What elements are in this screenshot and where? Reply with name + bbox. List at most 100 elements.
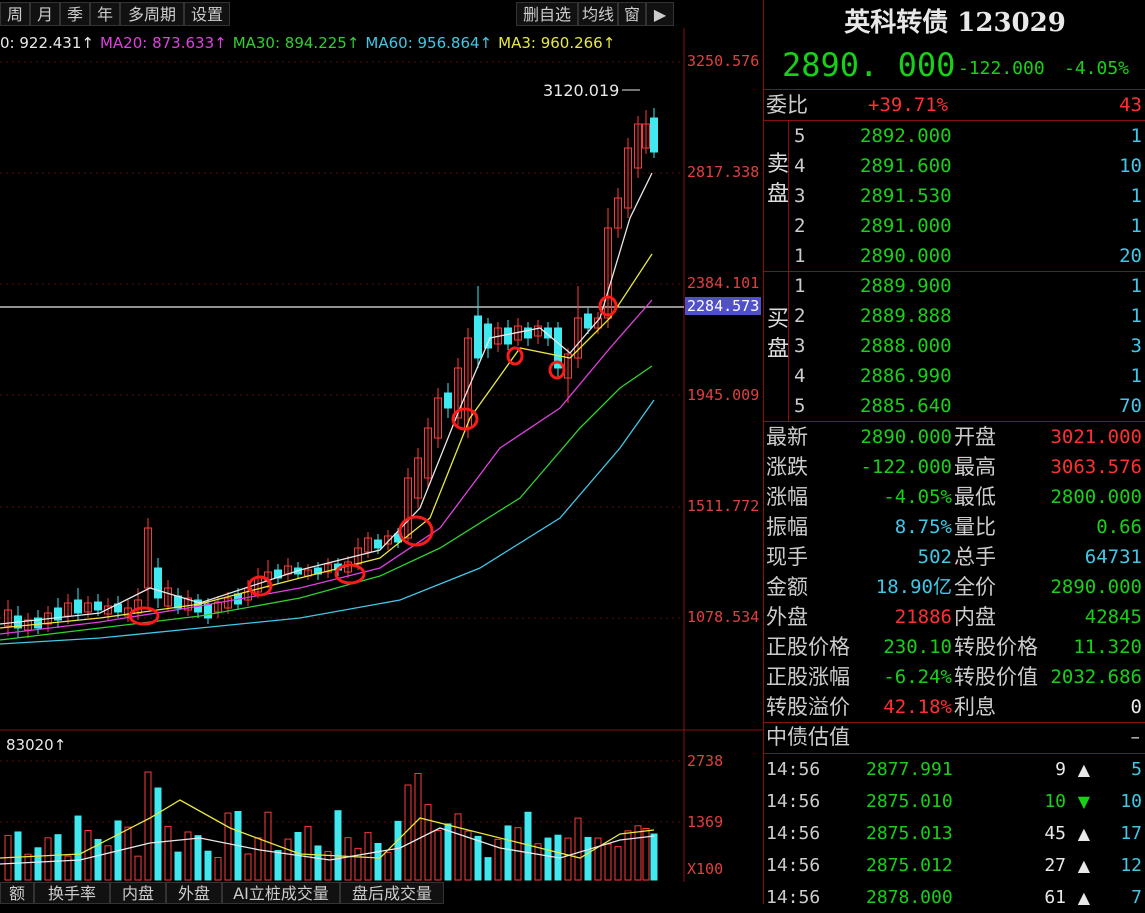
toolbar-button[interactable]: 设置 bbox=[184, 2, 230, 26]
indicator-tab[interactable]: 换手率 bbox=[34, 882, 110, 904]
tick-row: 14:56 2875.010 10 ▼ 10 bbox=[764, 787, 1145, 817]
toolbar-button[interactable]: 月 bbox=[30, 2, 60, 26]
book-row: 4 2891.600 10 bbox=[764, 151, 1145, 181]
candle-body bbox=[474, 315, 482, 359]
ma60-line bbox=[0, 399, 655, 645]
stat-label: 振幅 bbox=[766, 515, 808, 539]
indicator-tab[interactable]: 盘后成交量 bbox=[340, 882, 444, 904]
tick-vol: 9 bbox=[1055, 759, 1066, 780]
volume-bar bbox=[650, 833, 658, 881]
toolbar-button[interactable]: 多周期 bbox=[120, 2, 184, 26]
toolbar-button[interactable]: ▶ bbox=[646, 2, 674, 26]
volume-ma-line bbox=[0, 799, 655, 859]
stat-label: 开盘 bbox=[954, 425, 996, 449]
toolbar-button[interactable]: 周 bbox=[0, 2, 30, 26]
stat-row: 金额 18.90亿 全价 2890.000 bbox=[764, 572, 1145, 602]
price-axis-label: 3250.576 bbox=[687, 52, 760, 70]
annotation-circle bbox=[334, 563, 366, 585]
volume-bar bbox=[604, 843, 612, 881]
volume-bar bbox=[194, 835, 202, 881]
volume-bar bbox=[134, 855, 142, 881]
tick-vol: 45 bbox=[1044, 823, 1066, 844]
stat-value: 0 bbox=[1130, 696, 1142, 718]
order-ratio-row: 委比 +39.71% 43 bbox=[764, 90, 1145, 120]
volume-bar bbox=[614, 846, 622, 881]
tick-count: 17 bbox=[1120, 823, 1142, 844]
stat-value: 2890.000 bbox=[860, 426, 952, 448]
chart-toolbar: 周月季年多周期 设置 删自选 均线窗 ▶ bbox=[0, 0, 686, 28]
stat-row: 正股价格 230.10 转股价格 11.320 bbox=[764, 632, 1145, 662]
volume-axis-unit: X100 bbox=[687, 860, 724, 878]
candle-body bbox=[642, 123, 650, 149]
book-level: 4 bbox=[794, 365, 806, 387]
book-vol: 1 bbox=[1130, 305, 1142, 327]
book-level: 5 bbox=[794, 395, 806, 417]
down-arrow-icon: ▼ bbox=[1077, 792, 1090, 811]
kline-chart[interactable] bbox=[0, 28, 763, 882]
book-row: 1 2889.900 1 bbox=[764, 271, 1145, 301]
indicator-tab[interactable]: AI立桩成交量 bbox=[222, 882, 340, 904]
ma-value: MA30: 894.225↑ bbox=[232, 34, 360, 52]
toolbar-button[interactable]: 均线 bbox=[578, 2, 618, 26]
tick-time: 14:56 bbox=[766, 759, 821, 780]
stat-value: 42845 bbox=[1084, 606, 1142, 628]
volume-bar bbox=[574, 817, 582, 881]
tick-count: 7 bbox=[1131, 887, 1142, 908]
price-axis-label: 1511.772 bbox=[687, 497, 760, 515]
volume-bar bbox=[444, 823, 452, 881]
toolbar-button[interactable]: 年 bbox=[90, 2, 120, 26]
indicator-tab[interactable]: 额 bbox=[0, 882, 34, 904]
volume-bar bbox=[284, 838, 292, 881]
tick-time: 14:56 bbox=[766, 887, 821, 908]
candle-body bbox=[414, 457, 422, 499]
book-level: 2 bbox=[794, 215, 806, 237]
stat-label: 利息 bbox=[954, 695, 996, 719]
stat-row: 现手 502 总手 64731 bbox=[764, 542, 1145, 572]
toolbar-button[interactable]: 删自选 bbox=[516, 2, 578, 26]
security-name: 英科转债 bbox=[844, 8, 949, 38]
up-arrow-icon: ▲ bbox=[1077, 856, 1090, 875]
volume-bar bbox=[124, 826, 132, 881]
tick-row: 14:56 2878.000 61 ▲ 7 bbox=[764, 883, 1145, 913]
candle-body bbox=[154, 567, 162, 599]
volume-bar bbox=[344, 837, 352, 881]
sell-side-label: 卖盘 bbox=[766, 152, 789, 207]
toolbar-button[interactable]: 季 bbox=[60, 2, 90, 26]
candle-body bbox=[554, 327, 562, 369]
stat-value: 8.75% bbox=[894, 516, 952, 538]
book-price: 2891.530 bbox=[860, 185, 952, 207]
stat-label: 外盘 bbox=[766, 605, 808, 629]
volume-bar bbox=[174, 851, 182, 881]
candle-body bbox=[424, 427, 432, 479]
annotation-circle bbox=[451, 407, 479, 431]
stat-label: 最高 bbox=[954, 455, 996, 479]
candle-body bbox=[144, 527, 152, 589]
toolbar-button[interactable]: 窗 bbox=[618, 2, 646, 26]
tick-count: 10 bbox=[1120, 791, 1142, 812]
stat-label: 转股价格 bbox=[954, 635, 1038, 659]
price-change: -122.000 bbox=[958, 58, 1045, 79]
candle-body bbox=[454, 367, 462, 419]
stat-value: 3063.576 bbox=[1050, 456, 1142, 478]
book-price: 2891.600 bbox=[860, 155, 952, 177]
volume-bar bbox=[214, 856, 222, 881]
candle-body bbox=[54, 607, 62, 621]
book-level: 2 bbox=[794, 305, 806, 327]
stat-label: 转股溢价 bbox=[766, 695, 850, 719]
up-arrow-icon: ▲ bbox=[1077, 888, 1090, 907]
stat-value: 18.90亿 bbox=[875, 576, 952, 598]
candle-body bbox=[224, 597, 232, 609]
indicator-tab[interactable]: 内盘 bbox=[110, 882, 166, 904]
stat-label: 全价 bbox=[954, 575, 996, 599]
candle-body bbox=[624, 147, 632, 209]
quote-panel: 英科转债 123029 2890. 000 -122.000 -4.05% 委比… bbox=[763, 0, 1145, 908]
price-change-pct: -4.05% bbox=[1064, 58, 1130, 79]
book-price: 2892.000 bbox=[860, 125, 952, 147]
candle-body bbox=[364, 537, 372, 553]
candle-body bbox=[384, 535, 392, 545]
candle-body bbox=[84, 602, 92, 613]
tick-count: 5 bbox=[1131, 759, 1142, 780]
volume-axis-label: 1369 bbox=[687, 813, 724, 831]
indicator-tab[interactable]: 外盘 bbox=[166, 882, 222, 904]
volume-bar bbox=[314, 845, 322, 881]
